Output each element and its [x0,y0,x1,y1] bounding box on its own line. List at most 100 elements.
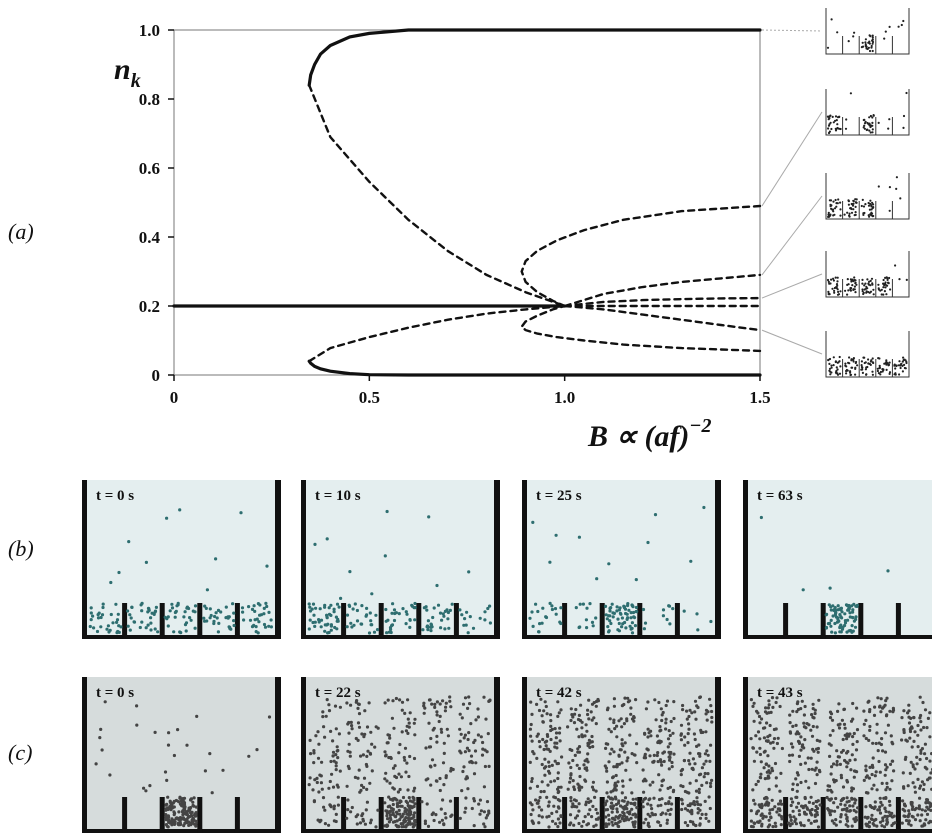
particle [709,743,713,747]
particle [815,773,819,777]
particle [835,759,839,764]
particle [458,727,462,731]
particle [836,723,840,727]
particle [215,616,219,620]
inset-particle [864,38,868,41]
particle [166,615,170,619]
particle [331,754,335,758]
particle [317,790,321,794]
inset-particle [865,285,868,288]
particle [833,609,837,613]
inset-particle [883,37,886,40]
particle [845,815,849,819]
inset-particle [863,124,866,127]
particle [800,699,804,703]
particle [308,738,312,743]
particle [329,759,333,764]
inset-particle [844,362,847,365]
particle [89,611,93,615]
inset-particle [867,358,870,361]
particle [189,798,193,802]
inset-particle [865,366,868,369]
particle [907,703,911,707]
particle [554,736,558,740]
particle [847,605,852,610]
particle [925,726,929,730]
particle [693,762,697,766]
particle [928,759,932,763]
particle [832,801,836,805]
particle [314,734,318,738]
particle [543,773,547,777]
particle [653,813,658,817]
inset-particle [888,361,891,364]
particle [874,817,878,822]
particle [375,628,380,632]
particle [538,622,542,626]
particle [628,624,632,628]
particle [335,627,339,631]
particle [839,813,843,817]
particle [617,719,621,723]
y-tick-label: 0 [152,366,161,385]
inset-particle [898,373,901,376]
particle [327,703,331,707]
particle [653,513,658,517]
particle [664,703,668,708]
particle [571,715,575,719]
particle [546,783,550,787]
particle [803,704,807,709]
inset-particle [851,366,854,369]
inset-particle [868,49,872,53]
particle [247,754,251,758]
particle [463,733,467,737]
particle [671,731,675,735]
particle [426,619,430,623]
particle [429,736,433,741]
particle [681,784,685,789]
inset-particle [852,280,855,283]
particle [609,806,614,810]
frame-4: t = 63 s [743,480,932,639]
particle [191,800,195,804]
inset-particle [832,277,835,280]
particle [868,708,872,712]
particle [697,787,701,792]
particle [870,763,875,767]
particle [317,620,321,624]
series-line-5 [308,304,566,363]
particle [862,734,866,738]
particle [389,817,393,822]
particle [544,704,548,709]
particle [795,730,800,734]
particle [334,812,338,817]
frame-floor [82,635,281,639]
particle [401,812,405,816]
particle [622,722,627,726]
particle [641,779,646,783]
particle [267,624,271,628]
particle [116,629,120,634]
particle [829,809,833,813]
time-label: t = 42 s [536,685,582,701]
particle [625,719,629,723]
frame-floor [522,829,721,833]
particle [845,765,849,769]
particle [626,696,630,700]
particle [551,819,555,823]
particle [855,740,859,744]
particle [408,625,412,630]
inset-particle [883,362,886,365]
inset-particle [869,284,872,287]
inset-particle [832,356,835,359]
particle [336,748,340,753]
inset-particle [884,30,887,33]
particle [836,709,840,714]
particle [349,621,353,625]
particle [850,753,854,757]
particle [837,702,841,706]
particle [401,607,405,611]
particle [448,608,452,613]
particle [397,751,401,755]
inset-particle [882,368,885,372]
